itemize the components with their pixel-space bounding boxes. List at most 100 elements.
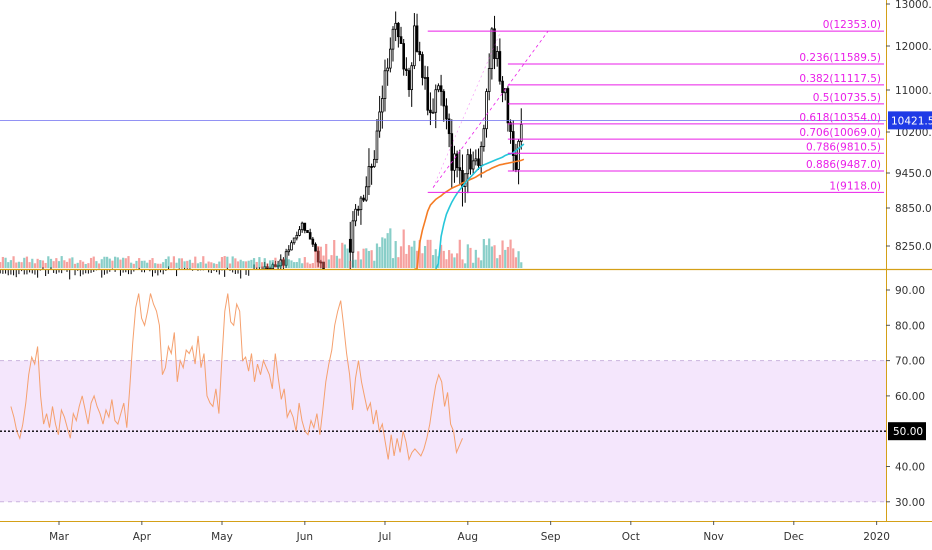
volume-bar — [421, 253, 424, 268]
candle-body — [410, 65, 414, 91]
volume-bar — [228, 263, 232, 268]
price-tick-label: 8250.0 — [895, 241, 932, 253]
volume-bar — [196, 263, 200, 268]
candle-body — [356, 208, 360, 211]
rsi-tick-label: 40.00 — [895, 462, 925, 474]
volume-bar — [325, 243, 328, 268]
candle-body — [506, 88, 510, 124]
volume-bar — [314, 251, 317, 268]
volume-bar — [127, 256, 130, 268]
volume-bar — [33, 263, 37, 268]
candle-body — [463, 173, 467, 187]
volume-bar — [28, 262, 31, 268]
volume-bar — [154, 263, 157, 268]
volume-bar — [319, 246, 322, 268]
volume-bar — [349, 261, 352, 268]
volume-bar — [277, 263, 280, 268]
volume-bar — [1, 256, 4, 268]
volume-bar — [260, 262, 264, 268]
volume-bar — [338, 258, 341, 268]
volume-bar — [9, 260, 13, 268]
volume-bar — [464, 263, 467, 268]
volume-bar — [322, 255, 325, 268]
volume-bar — [399, 246, 403, 268]
volume-bar — [415, 250, 419, 268]
volume-bar — [458, 239, 461, 268]
volume-bar — [223, 256, 226, 268]
candle-body — [453, 153, 456, 171]
volume-bar — [477, 257, 480, 268]
candle-body — [442, 91, 446, 107]
volume-bar — [156, 263, 159, 268]
time-tick-label: 2020 — [863, 531, 890, 543]
volume-bar — [456, 253, 459, 268]
volume-bar — [73, 263, 77, 268]
candle-body — [354, 208, 357, 222]
price-tick-label: 8850.0 — [895, 203, 932, 215]
volume-bar — [370, 250, 373, 268]
volume-bar — [512, 248, 515, 268]
volume-bar — [0, 262, 2, 268]
price-tick-label: 10200.0 — [895, 127, 932, 139]
volume-bar — [207, 261, 210, 268]
volume-bar — [210, 262, 213, 268]
volume-bar — [293, 262, 296, 268]
candle-body — [445, 105, 448, 120]
volume-bar — [236, 261, 240, 268]
volume-bar — [194, 256, 197, 268]
candle-body — [394, 22, 397, 30]
volume-bar — [426, 239, 429, 268]
volume-bar — [482, 239, 485, 268]
volume-bar — [391, 258, 395, 268]
rsi-pane[interactable] — [0, 293, 886, 503]
candle-body — [402, 43, 405, 70]
volume-bar — [383, 238, 387, 268]
candle-body — [295, 234, 299, 239]
volume-bar — [52, 261, 55, 268]
fib-level-label: 0.786(9810.5) — [806, 141, 881, 153]
volume-bar — [496, 258, 499, 268]
candle-body — [477, 158, 480, 166]
volume-bar — [488, 238, 491, 268]
candle-body — [351, 220, 355, 253]
candle-body — [517, 140, 520, 170]
volume-bar — [204, 263, 208, 268]
volume-bar — [220, 257, 224, 268]
volume-bar — [461, 259, 464, 268]
volume-bar — [170, 262, 173, 268]
candle-body — [364, 186, 368, 201]
volume-bar — [501, 240, 504, 268]
volume-bar — [234, 258, 237, 268]
volume-bar — [202, 256, 205, 268]
candle-body — [511, 131, 515, 156]
volume-bar — [84, 263, 87, 268]
candle-body — [348, 238, 352, 253]
candle-body — [306, 230, 309, 233]
time-tick-label: Nov — [703, 531, 724, 543]
rsi-tick-label: 90.00 — [895, 285, 925, 297]
volume-bar — [111, 260, 114, 268]
volume-bar — [480, 260, 483, 268]
volume-bars — [0, 228, 523, 268]
volume-bar — [76, 262, 79, 268]
rsi-tick-label: 70.00 — [895, 356, 925, 368]
fib-trend-line-2 — [432, 33, 501, 188]
volume-bar — [274, 257, 277, 268]
volume-bar — [423, 245, 427, 268]
price-tick-label: 11000.0 — [895, 85, 932, 97]
volume-bar — [351, 260, 355, 268]
candle-body — [375, 130, 379, 160]
volume-bar — [439, 244, 443, 268]
volume-bar — [290, 260, 293, 268]
candle-body — [426, 77, 430, 111]
time-tick-label: Sep — [541, 531, 561, 543]
volume-bar — [116, 257, 119, 268]
price-pane[interactable]: 0(12353.0) 0.236(11589.5) 0.382(11117.5) 0.… — [0, 11, 886, 280]
volume-bar — [60, 256, 63, 268]
volume-bar — [114, 256, 117, 268]
volume-bar — [506, 246, 509, 268]
rsi-line — [10, 293, 463, 462]
volume-bar — [132, 263, 135, 268]
volume-bar — [242, 261, 245, 268]
